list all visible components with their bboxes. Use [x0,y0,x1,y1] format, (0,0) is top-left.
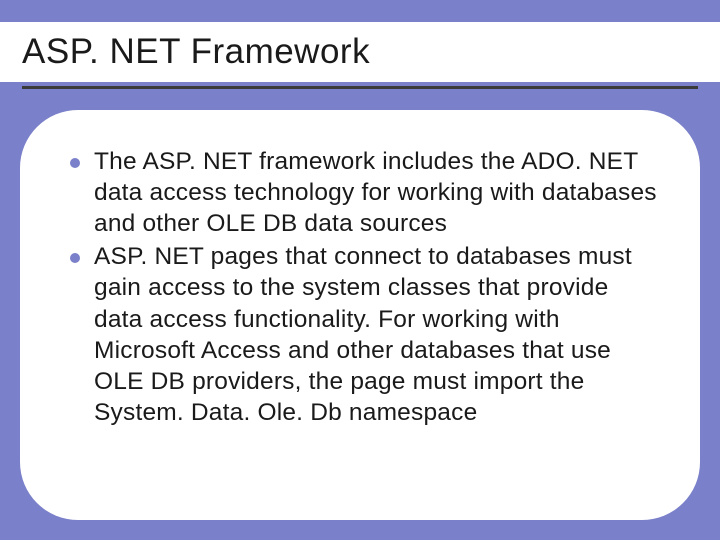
bullet-icon [70,253,80,263]
content-box: The ASP. NET framework includes the ADO.… [20,110,700,520]
slide-title: ASP. NET Framework [22,32,720,72]
bullet-item: ASP. NET pages that connect to databases… [70,241,658,428]
bullet-text: ASP. NET pages that connect to databases… [94,241,658,428]
title-underline [22,86,698,89]
title-bar: ASP. NET Framework [0,22,720,82]
bullet-icon [70,158,80,168]
bullet-item: The ASP. NET framework includes the ADO.… [70,146,658,239]
bullet-text: The ASP. NET framework includes the ADO.… [94,146,658,239]
